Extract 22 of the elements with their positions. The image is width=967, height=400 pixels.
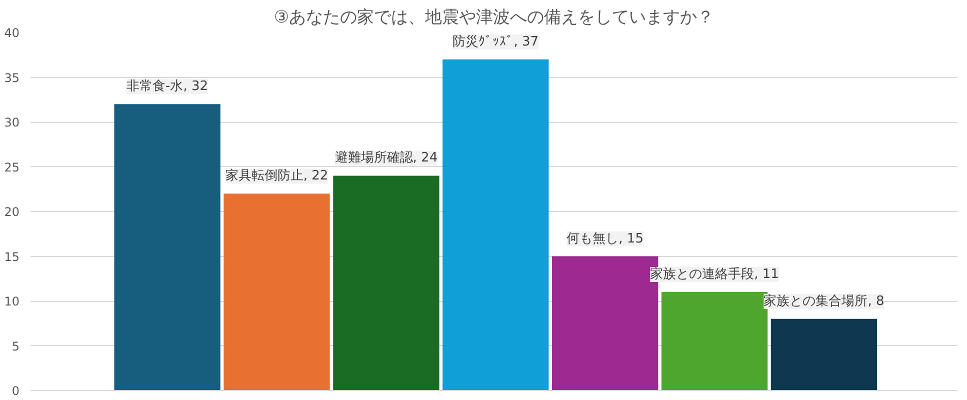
y-tick-label: 15 <box>4 250 20 264</box>
y-tick-label: 25 <box>4 160 20 174</box>
bar <box>224 194 330 390</box>
data-label: 避難場所確認, 24 <box>334 150 438 166</box>
bar <box>442 59 549 390</box>
y-tick-label: 20 <box>4 205 20 219</box>
bar <box>770 318 878 390</box>
y-tick-label: 40 <box>4 26 20 40</box>
y-tick-label: 0 <box>12 384 20 398</box>
data-label: 家族との集合場所, 8 <box>764 292 884 309</box>
data-label: 家族との連絡手段, 11 <box>650 266 779 282</box>
data-label: 非常食-水, 32 <box>126 79 208 94</box>
y-tick-label: 30 <box>4 116 20 130</box>
y-tick-label: 35 <box>4 70 20 85</box>
data-label: 何も無し, 15 <box>566 231 644 246</box>
data-label: 防災ｸﾞｯｽﾞ, 37 <box>452 34 539 50</box>
bar <box>114 104 220 390</box>
bar <box>333 176 440 390</box>
y-tick-label: 5 <box>12 339 20 354</box>
chart-title: ③あなたの家では、地震や津波への備えをしていますか？ <box>274 8 714 28</box>
y-tick-label: 10 <box>4 294 20 308</box>
data-label: 家具転倒防止, 22 <box>225 168 328 184</box>
